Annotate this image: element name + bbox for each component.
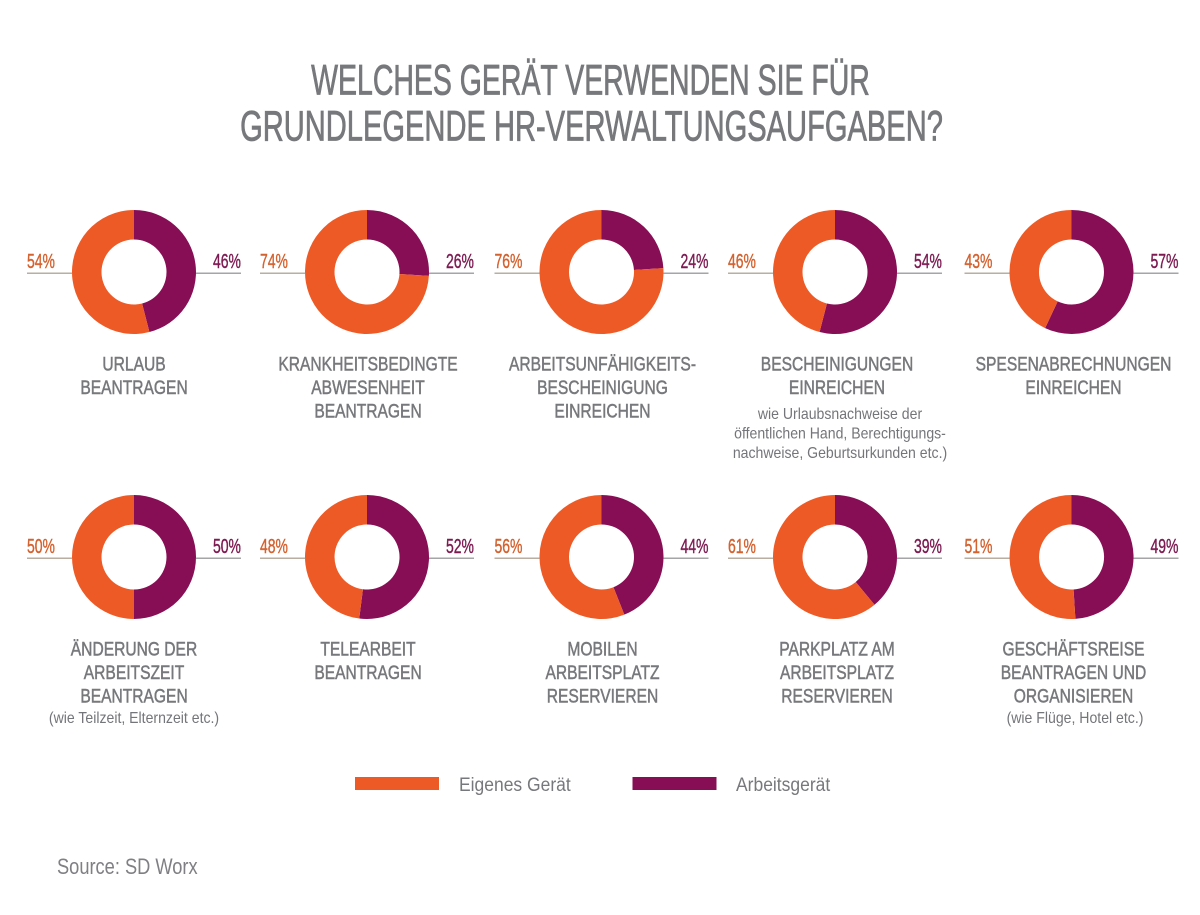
svg-text:GESCHÄFTSREISE: GESCHÄFTSREISE [1002, 638, 1144, 660]
svg-text:46%: 46% [213, 249, 241, 272]
svg-text:51%: 51% [964, 534, 992, 557]
svg-text:49%: 49% [1151, 534, 1179, 557]
svg-text:Source: SD Worx: Source: SD Worx [57, 856, 198, 880]
svg-text:nachweise, Geburtsurkunden etc: nachweise, Geburtsurkunden etc.) [733, 444, 947, 462]
svg-text:BEANTRAGEN: BEANTRAGEN [314, 400, 421, 422]
svg-text:öffentlichen Hand, Berechtigun: öffentlichen Hand, Berechtigungs- [734, 425, 946, 443]
svg-text:43%: 43% [964, 249, 992, 272]
svg-text:26%: 26% [446, 249, 474, 272]
svg-text:61%: 61% [728, 534, 756, 557]
svg-text:24%: 24% [681, 249, 709, 272]
svg-text:46%: 46% [728, 249, 756, 272]
svg-text:ORGANISIEREN: ORGANISIEREN [1014, 685, 1134, 707]
svg-text:ABWESENHEIT: ABWESENHEIT [311, 376, 425, 398]
svg-text:RESERVIEREN: RESERVIEREN [781, 685, 892, 707]
svg-text:ARBEITSZEIT: ARBEITSZEIT [84, 661, 185, 683]
svg-text:URLAUB: URLAUB [102, 353, 165, 375]
svg-text:(wie Teilzeit, Elternzeit etc.: (wie Teilzeit, Elternzeit etc.) [49, 709, 219, 727]
svg-text:EINREICHEN: EINREICHEN [554, 400, 650, 422]
svg-text:EINREICHEN: EINREICHEN [789, 376, 885, 398]
svg-text:Eigenes Gerät: Eigenes Gerät [459, 773, 571, 795]
svg-text:54%: 54% [914, 249, 942, 272]
svg-text:KRANKHEITSBEDINGTE: KRANKHEITSBEDINGTE [278, 353, 457, 375]
svg-text:56%: 56% [494, 534, 522, 557]
svg-text:BEANTRAGEN: BEANTRAGEN [80, 685, 187, 707]
svg-text:50%: 50% [27, 534, 55, 557]
svg-text:BESCHEINIGUNG: BESCHEINIGUNG [537, 376, 668, 398]
svg-text:48%: 48% [260, 534, 288, 557]
svg-text:RESERVIEREN: RESERVIEREN [547, 685, 658, 707]
svg-text:52%: 52% [446, 534, 474, 557]
svg-text:74%: 74% [260, 249, 288, 272]
svg-text:ARBEITSUNFÄHIGKEITS-: ARBEITSUNFÄHIGKEITS- [509, 353, 696, 375]
svg-text:BEANTRAGEN: BEANTRAGEN [314, 661, 421, 683]
svg-text:GRUNDLEGENDE HR-VERWALTUNGSAUF: GRUNDLEGENDE HR-VERWALTUNGSAUFGABEN? [240, 102, 943, 150]
svg-text:BESCHEINIGUNGEN: BESCHEINIGUNGEN [761, 353, 913, 375]
svg-text:WELCHES GERÄT VERWENDEN SIE FÜ: WELCHES GERÄT VERWENDEN SIE FÜR [311, 56, 870, 104]
svg-text:SPESENABRECHNUNGEN: SPESENABRECHNUNGEN [976, 353, 1172, 375]
svg-text:50%: 50% [213, 534, 241, 557]
svg-text:MOBILEN: MOBILEN [567, 638, 637, 660]
svg-text:BEANTRAGEN UND: BEANTRAGEN UND [1001, 661, 1146, 683]
svg-text:ÄNDERUNG DER: ÄNDERUNG DER [71, 638, 197, 660]
svg-text:ARBEITSPLATZ: ARBEITSPLATZ [780, 661, 894, 683]
svg-text:57%: 57% [1151, 249, 1179, 272]
svg-text:39%: 39% [914, 534, 942, 557]
svg-text:PARKPLATZ AM: PARKPLATZ AM [779, 638, 894, 660]
svg-text:(wie Flüge, Hotel etc.): (wie Flüge, Hotel etc.) [1007, 709, 1144, 727]
svg-text:EINREICHEN: EINREICHEN [1025, 376, 1121, 398]
svg-text:BEANTRAGEN: BEANTRAGEN [80, 376, 187, 398]
svg-text:TELEARBEIT: TELEARBEIT [320, 638, 415, 660]
svg-text:ARBEITSPLATZ: ARBEITSPLATZ [545, 661, 659, 683]
svg-text:76%: 76% [494, 249, 522, 272]
svg-text:Arbeitsgerät: Arbeitsgerät [736, 773, 830, 795]
svg-text:44%: 44% [681, 534, 709, 557]
svg-text:54%: 54% [27, 249, 55, 272]
svg-text:wie Urlaubsnachweise der: wie Urlaubsnachweise der [757, 405, 922, 423]
